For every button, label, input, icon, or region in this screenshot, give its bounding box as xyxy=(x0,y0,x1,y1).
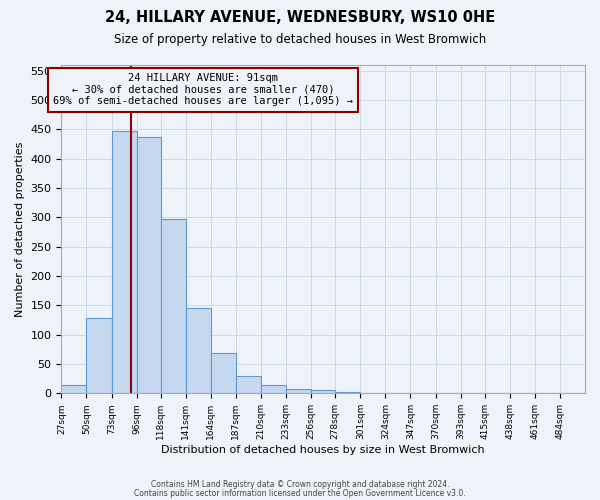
Bar xyxy=(86,318,112,394)
Bar xyxy=(335,392,360,394)
Bar xyxy=(161,219,186,394)
Bar xyxy=(61,384,86,394)
Bar xyxy=(137,137,161,394)
Bar xyxy=(261,384,286,394)
Text: 24, HILLARY AVENUE, WEDNESBURY, WS10 0HE: 24, HILLARY AVENUE, WEDNESBURY, WS10 0HE xyxy=(105,10,495,25)
Bar xyxy=(112,132,137,394)
Text: Contains public sector information licensed under the Open Government Licence v3: Contains public sector information licen… xyxy=(134,489,466,498)
Bar xyxy=(385,393,410,394)
Y-axis label: Number of detached properties: Number of detached properties xyxy=(15,142,25,317)
Bar xyxy=(461,393,485,394)
Bar xyxy=(286,388,311,394)
Bar xyxy=(560,393,585,394)
Bar xyxy=(186,308,211,394)
Bar xyxy=(236,376,261,394)
Bar xyxy=(311,390,335,394)
Bar xyxy=(211,354,236,394)
X-axis label: Distribution of detached houses by size in West Bromwich: Distribution of detached houses by size … xyxy=(161,445,485,455)
Text: Size of property relative to detached houses in West Bromwich: Size of property relative to detached ho… xyxy=(114,32,486,46)
Bar xyxy=(360,393,385,394)
Text: 24 HILLARY AVENUE: 91sqm
← 30% of detached houses are smaller (470)
69% of semi-: 24 HILLARY AVENUE: 91sqm ← 30% of detach… xyxy=(53,73,353,106)
Text: Contains HM Land Registry data © Crown copyright and database right 2024.: Contains HM Land Registry data © Crown c… xyxy=(151,480,449,489)
